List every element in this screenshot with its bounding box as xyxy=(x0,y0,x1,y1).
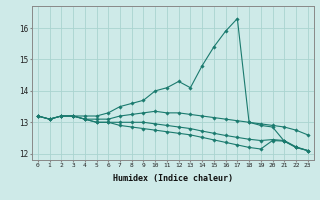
X-axis label: Humidex (Indice chaleur): Humidex (Indice chaleur) xyxy=(113,174,233,183)
